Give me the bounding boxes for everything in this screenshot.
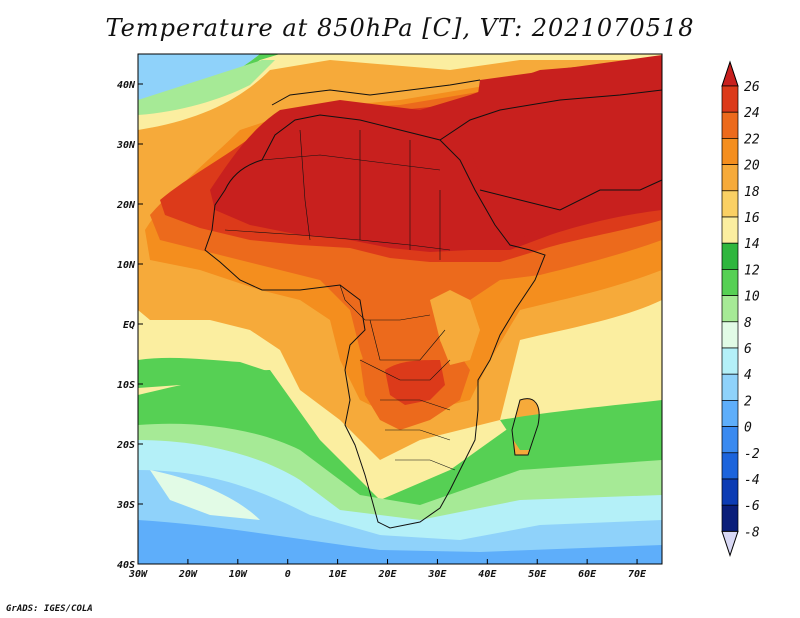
lat-tick-label: 30S <box>116 500 135 511</box>
longitude-axis: 30W 20W 10W 0 10E 20E 30E 40E 50E 60E 70E <box>128 559 647 580</box>
field-band-blue <box>138 520 662 564</box>
colorbar-box <box>721 452 739 480</box>
map-frame <box>137 53 663 565</box>
lon-tick-label: 10E <box>329 569 348 580</box>
colorbar-box <box>721 321 739 349</box>
africa-coastline <box>204 79 663 529</box>
grads-credit: GrADS: IGES/COLA <box>6 604 93 614</box>
colorbar-level-label: 26 <box>744 80 760 95</box>
colorbar-level-label: -4 <box>744 473 760 488</box>
field-band-pale-south <box>150 470 260 520</box>
colorbar-box <box>721 216 739 244</box>
field-warm-south-core <box>385 360 445 405</box>
colorbar-level-label: 8 <box>744 316 752 331</box>
colorbar-box <box>721 138 739 165</box>
lon-tick-label: 70E <box>628 569 647 580</box>
chart-title: Temperature at 850hPa [C], VT: 202107051… <box>105 14 695 42</box>
field-warm-26-arabia <box>470 55 662 245</box>
country-borders <box>224 129 456 471</box>
lat-tick-label: 30N <box>116 140 136 151</box>
colorbar-level-label: 0 <box>744 421 752 436</box>
colorbar-box <box>721 164 739 192</box>
colorbar-level-label: -8 <box>744 525 760 540</box>
lat-tick-label: 20N <box>116 200 136 211</box>
lat-tick-label: EQ <box>123 320 135 331</box>
field-patch-nw-blue <box>138 54 260 100</box>
field-atlantic-green <box>138 357 270 388</box>
lon-tick-label: 0 <box>285 569 291 580</box>
field-patch-nw-lightgreen <box>138 60 275 115</box>
colorbar-box <box>721 269 739 296</box>
colorbar-box <box>721 295 739 323</box>
lon-tick-label: 50E <box>528 569 547 580</box>
colorbar-box <box>721 504 739 532</box>
colorbar-level-label: -6 <box>744 499 760 514</box>
colorbar-level-label: -2 <box>744 447 760 462</box>
lat-tick-label: 40N <box>117 80 136 91</box>
colorbar-arrow-top <box>721 60 739 87</box>
colorbar-box <box>721 373 739 401</box>
colorbar-box <box>721 400 739 427</box>
colorbar-box <box>721 347 739 375</box>
colorbar-level-label: 2 <box>744 394 752 409</box>
lon-tick-label: 20W <box>178 569 198 580</box>
colorbar-level-label: 20 <box>744 159 760 174</box>
colorbar-level-label: 14 <box>744 237 760 252</box>
lon-tick-label: 60E <box>578 569 597 580</box>
lat-tick-label: 10N <box>117 260 136 271</box>
field-east-green <box>500 400 662 450</box>
lon-tick-label: 40E <box>478 569 497 580</box>
colorbar-level-label: 12 <box>744 263 760 278</box>
colorbar-level-label: 4 <box>744 368 752 383</box>
lon-tick-label: 30E <box>427 569 447 580</box>
lat-tick-label: 20S <box>116 440 135 451</box>
colorbar-box <box>721 478 739 506</box>
colorbar-box <box>721 242 739 270</box>
lat-tick-label: 40S <box>117 560 135 571</box>
field-patch-nw-green <box>138 54 280 100</box>
field-highland-cool <box>430 290 480 365</box>
lon-tick-label: 10W <box>229 569 248 580</box>
lon-tick-label: 30W <box>128 569 148 580</box>
colorbar-box <box>721 85 739 113</box>
lon-tick-label: 20E <box>377 569 397 580</box>
colorbar-box <box>721 111 739 139</box>
colorbar-level-label: 16 <box>744 211 760 226</box>
colorbar-level-label: 6 <box>744 342 752 357</box>
colorbar-box <box>721 426 739 454</box>
lat-tick-label: 10S <box>117 380 135 391</box>
colorbar-level-label: 10 <box>744 290 760 305</box>
colorbar-level-label: 24 <box>744 106 760 121</box>
colorbar-level-label: 22 <box>744 132 760 147</box>
temperature-field <box>138 54 662 564</box>
colorbar-box <box>721 190 739 218</box>
colorbar-arrow-bottom <box>721 530 739 557</box>
latitude-axis: 40N 30N 20N 10N EQ 10S 20S 30S 40S <box>116 80 143 571</box>
colorbar-level-label: 18 <box>744 185 760 200</box>
